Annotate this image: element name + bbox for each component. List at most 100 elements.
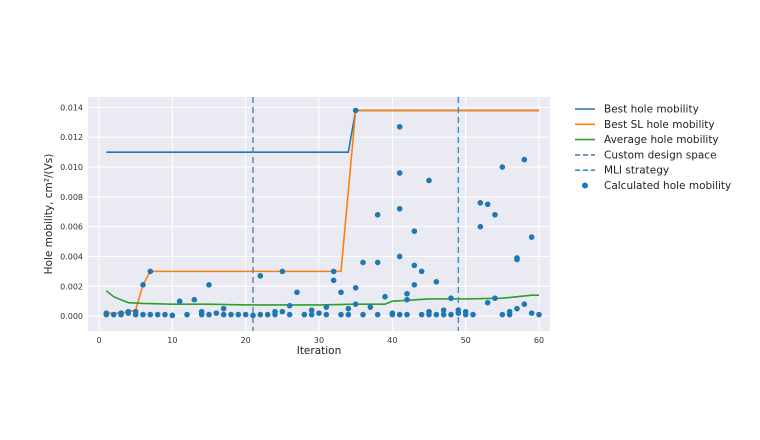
legend-label: Custom design space: [604, 149, 717, 161]
scatter-point: [521, 301, 528, 307]
x-tick-label: 10: [167, 336, 177, 345]
scatter-point: [206, 281, 212, 288]
scatter-point: [110, 311, 117, 318]
scatter-point: [352, 107, 359, 114]
scatter-point: [308, 311, 315, 318]
scatter-point: [345, 305, 352, 312]
scatter-point: [521, 156, 528, 163]
x-tick-label: 30: [314, 336, 324, 345]
scatter-point: [279, 268, 286, 275]
scatter-point: [411, 262, 418, 269]
scatter-point: [440, 311, 447, 318]
scatter-point: [103, 310, 110, 316]
scatter-point: [396, 205, 403, 212]
scatter-point: [426, 177, 432, 184]
scatter-point: [272, 308, 278, 315]
scatter-point: [330, 268, 337, 275]
x-tick-label: 40: [387, 336, 397, 345]
scatter-point: [528, 234, 535, 240]
scatter-point: [440, 307, 447, 313]
scatter-point: [286, 302, 293, 309]
scatter-point: [257, 311, 264, 318]
scatter-point: [264, 311, 271, 318]
x-axis-label: Iteration: [297, 345, 342, 357]
scatter-point: [536, 311, 542, 318]
y-tick-label: 0.004: [60, 252, 83, 261]
scatter-point: [169, 312, 176, 319]
scatter-point: [484, 299, 491, 306]
legend-label: Calculated hole mobility: [604, 180, 731, 192]
legend-label: MLI strategy: [604, 165, 669, 177]
scatter-point: [228, 311, 234, 318]
y-tick-label: 0.014: [60, 103, 83, 112]
scatter-point: [162, 311, 168, 318]
scatter-point: [191, 296, 198, 303]
scatter-point: [352, 284, 359, 291]
x-tick-label: 60: [534, 336, 544, 345]
scatter-point: [286, 311, 293, 318]
scatter-point: [220, 311, 227, 318]
scatter-point: [257, 273, 264, 279]
scatter-point: [411, 228, 418, 234]
scatter-point: [118, 310, 124, 316]
y-tick-label: 0.010: [60, 163, 83, 172]
scatter-point: [198, 308, 205, 315]
scatter-point: [235, 311, 242, 318]
scatter-point: [220, 305, 227, 312]
scatter-point: [433, 311, 440, 318]
scatter-point: [448, 295, 454, 302]
scatter-point: [338, 289, 344, 296]
scatter-point: [352, 301, 359, 307]
legend-label: Best SL hole mobility: [604, 119, 715, 131]
x-tick-label: 0: [96, 336, 101, 345]
y-tick-label: 0.006: [60, 223, 83, 232]
scatter-point: [477, 223, 484, 230]
scatter-point: [448, 311, 454, 318]
scatter-point: [374, 211, 381, 218]
scatter-point: [404, 311, 410, 318]
scatter-point: [154, 311, 161, 318]
scatter-point: [389, 310, 396, 316]
scatter-point: [323, 311, 330, 318]
y-tick-label: 0.000: [60, 312, 83, 321]
scatter-point: [499, 164, 506, 170]
scatter-point: [470, 311, 476, 318]
scatter-point: [132, 308, 139, 315]
scatter-point: [206, 311, 212, 318]
scatter-point: [374, 311, 381, 318]
scatter-point: [426, 308, 432, 315]
scatter-point: [242, 311, 249, 318]
scatter-point: [514, 305, 520, 312]
legend-marker: [582, 182, 588, 189]
scatter-point: [279, 308, 286, 315]
scatter-point: [308, 307, 315, 313]
scatter-point: [147, 268, 154, 275]
scatter-point: [323, 304, 330, 310]
y-tick-label: 0.008: [60, 193, 83, 202]
scatter-point: [433, 279, 440, 285]
scatter-point: [184, 311, 190, 318]
scatter-point: [140, 311, 146, 318]
scatter-point: [506, 308, 513, 315]
scatter-point: [411, 281, 418, 288]
scatter-point: [455, 307, 462, 313]
y-tick-label: 0.012: [60, 133, 83, 142]
scatter-point: [374, 259, 381, 266]
y-tick-label: 0.002: [60, 282, 83, 291]
scatter-point: [477, 200, 484, 206]
x-tick-label: 20: [241, 336, 251, 345]
scatter-point: [367, 304, 374, 310]
scatter-point: [396, 253, 403, 260]
scatter-point: [360, 259, 366, 266]
ticks: 0 10 20 30 40 50 60 0.000 0.002 0.004 0.006 0.008 0.…: [60, 103, 544, 345]
scatter-point: [147, 311, 154, 318]
scatter-point: [140, 281, 146, 288]
scatter-point: [484, 201, 491, 208]
legend-label: Average hole mobility: [604, 134, 719, 146]
scatter-point: [125, 308, 132, 315]
scatter-point: [514, 255, 520, 261]
scatter-point: [528, 310, 535, 316]
scatter-point: [418, 268, 425, 275]
legend: Best hole mobility Best SL hole mobility A…: [575, 104, 731, 192]
